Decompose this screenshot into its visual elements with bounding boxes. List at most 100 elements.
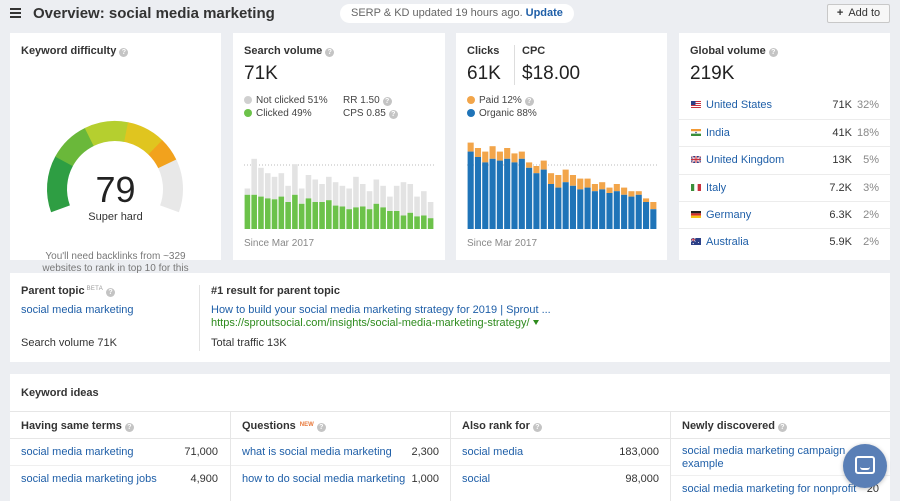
keyword-link[interactable]: how to do social media marketing <box>242 473 406 485</box>
parent-topic-card: Parent topic BETA? social media marketing… <box>10 273 890 362</box>
parent-topic-link[interactable]: social media marketing <box>21 304 134 316</box>
keyword-row[interactable]: social 98,000 <box>451 465 670 492</box>
search-volume-bar <box>244 194 251 229</box>
top-result-link[interactable]: How to build your social media marketing… <box>211 304 551 316</box>
clicks-bar <box>526 167 533 229</box>
keyword-row[interactable]: social media marketing 71,000 <box>10 438 230 465</box>
keyword-row[interactable]: what is social media marketing 2,300 <box>231 438 450 465</box>
country-name[interactable]: Australia <box>706 235 749 248</box>
keyword-link[interactable]: what is social media marketing <box>242 446 392 458</box>
search-volume-bar <box>366 209 373 229</box>
help-icon[interactable]: ? <box>532 423 542 432</box>
clicks-bar-top <box>489 146 496 159</box>
clicks-bar <box>591 191 598 229</box>
clicks-bar-top <box>518 151 525 159</box>
country-row-it[interactable]: Italy 7.2K 3% <box>679 173 890 201</box>
help-icon[interactable]: ? <box>325 48 335 57</box>
clicks-bar <box>547 184 555 229</box>
legend-organic: Organic 88% <box>467 107 537 120</box>
us-flag-icon <box>691 101 701 108</box>
clicks-bar <box>540 169 547 229</box>
keyword-link[interactable]: social media marketing campaign example <box>682 445 846 470</box>
country-name[interactable]: India <box>706 127 730 140</box>
help-icon[interactable]: ? <box>119 48 129 57</box>
gauge-segment <box>148 140 177 169</box>
search-volume-bar <box>393 211 400 229</box>
dot-icon <box>467 109 475 117</box>
column-heading[interactable]: Newly discovered? <box>682 420 787 432</box>
help-icon[interactable]: ? <box>316 423 326 432</box>
top-result-url[interactable]: https://sproutsocial.com/insights/social… <box>211 317 539 329</box>
chat-icon <box>855 456 875 474</box>
country-row-gb[interactable]: United Kingdom 13K 5% <box>679 146 890 173</box>
dot-icon <box>244 109 252 117</box>
keyword-link[interactable]: social media <box>462 446 524 458</box>
keyword-ideas-columns: Having same terms? social media marketin… <box>10 411 890 501</box>
clicks-bar-top <box>511 153 518 163</box>
help-icon[interactable]: ? <box>777 423 787 432</box>
search-volume-bar-top <box>366 191 373 210</box>
search-volume-bar-top <box>380 185 386 208</box>
keyword-link[interactable]: social media marketing for nonprofit <box>682 483 857 495</box>
search-volume-bar <box>278 196 285 229</box>
country-name[interactable]: United Kingdom <box>706 154 785 167</box>
clicks-bar-top <box>635 191 642 195</box>
clicks-bar-top <box>526 162 533 168</box>
top-result-traffic: Total traffic 13K <box>211 337 287 349</box>
clicks-bar-top <box>584 178 591 188</box>
country-name[interactable]: Italy <box>706 181 727 194</box>
update-link[interactable]: Update <box>525 7 563 19</box>
keyword-row[interactable]: social media marketing jobs 4,900 <box>10 465 230 492</box>
chat-button[interactable] <box>843 444 887 488</box>
keyword-row[interactable]: how to do social media marketing 1,000 <box>231 465 450 492</box>
plus-icon: + <box>836 7 844 19</box>
menu-icon[interactable] <box>10 8 21 18</box>
country-row-us[interactable]: United States 71K 32% <box>679 92 890 119</box>
search-volume-bar <box>292 194 298 229</box>
country-name[interactable]: United States <box>706 99 773 111</box>
keyword-row[interactable]: social media marketing campaign example <box>671 438 890 475</box>
help-icon[interactable]: ? <box>524 97 534 106</box>
search-volume-bar <box>251 194 257 229</box>
clicks-bar <box>628 196 635 229</box>
keyword-ideas-title: Keyword ideas <box>21 387 99 399</box>
country-row-in[interactable]: India 41K 18% <box>679 119 890 146</box>
keyword-link[interactable]: social <box>462 473 491 485</box>
help-icon[interactable]: ? <box>382 97 392 106</box>
add-to-button[interactable]: + Add to <box>827 4 890 23</box>
clicks-bar-top <box>467 142 474 152</box>
help-icon[interactable]: ? <box>388 110 398 119</box>
clicks-bar <box>489 158 496 229</box>
clicks-bar-top <box>577 178 584 190</box>
help-icon[interactable]: ? <box>106 288 116 297</box>
search-volume-legend: Not clicked 51% Clicked 49% <box>244 94 328 120</box>
keyword-link[interactable]: social media marketing <box>21 446 134 458</box>
column-heading[interactable]: Having same terms? <box>21 420 134 432</box>
keyword-link[interactable]: social media marketing jobs <box>21 473 157 485</box>
australia-flag-icon <box>691 237 701 245</box>
help-icon[interactable]: ? <box>768 48 778 57</box>
uk-flag-icon <box>691 156 701 164</box>
country-volume: 7.2K <box>829 181 852 194</box>
clicks-bar <box>496 160 503 229</box>
column-heading[interactable]: Also rank for? <box>462 420 542 432</box>
column-heading[interactable]: Questions NEW? <box>242 420 326 432</box>
clicks-bar-top <box>562 169 569 183</box>
legend-paid: Paid 12%? <box>467 94 537 107</box>
country-percent: 18% <box>856 127 879 140</box>
help-icon[interactable]: ? <box>124 423 134 432</box>
rr-metric: RR 1.50? <box>343 94 398 107</box>
clicks-bar <box>635 194 642 229</box>
keyword-volume: 4,900 <box>190 473 218 485</box>
country-row-au[interactable]: Australia 5.9K 2% <box>679 227 890 255</box>
search-volume-metrics: RR 1.50? CPS 0.85? <box>343 94 398 120</box>
search-volume-chart <box>244 158 434 229</box>
clicks-bar-top <box>482 151 489 163</box>
clicks-bar-top <box>606 187 613 193</box>
country-row-de[interactable]: Germany 6.3K 2% <box>679 200 890 228</box>
dropdown-caret-icon[interactable] <box>532 320 539 325</box>
keyword-row[interactable]: social media 183,000 <box>451 438 670 465</box>
keyword-difficulty-title: Keyword difficulty? <box>21 45 129 57</box>
country-name[interactable]: Germany <box>706 208 752 221</box>
country-volume: 5.9K <box>829 235 852 248</box>
